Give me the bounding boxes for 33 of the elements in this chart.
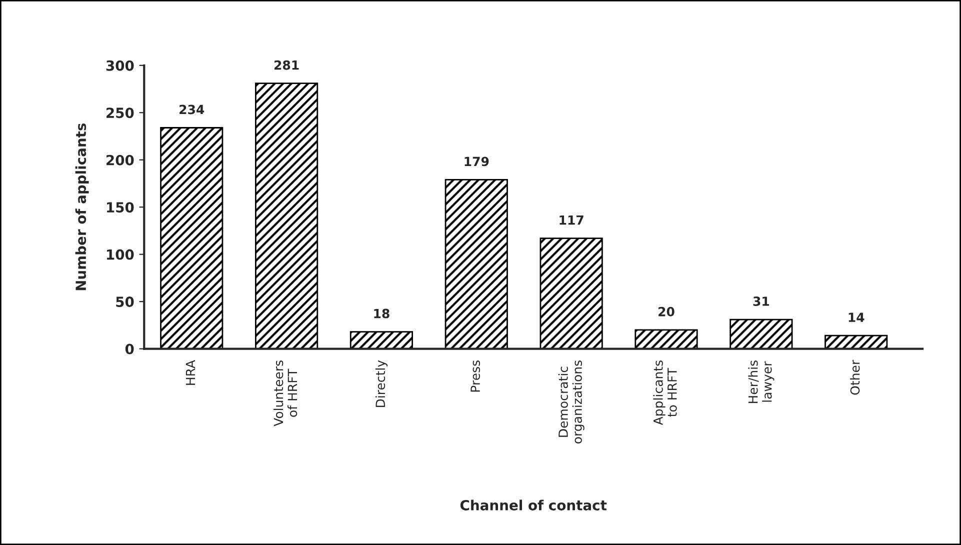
- data-label: 179: [464, 156, 489, 166]
- data-label: 117: [560, 215, 584, 225]
- x-tick-label: Directly: [375, 360, 388, 407]
- y-tick-label: 50: [116, 296, 134, 308]
- x-axis-title: Channel of contact: [460, 500, 607, 510]
- x-tick-label: Democratic organizations: [558, 360, 584, 444]
- y-tick-label: 200: [106, 154, 134, 166]
- x-tick-label: Other: [850, 360, 860, 395]
- bar: [824, 334, 888, 349]
- y-tick-label: 0: [125, 344, 134, 354]
- x-tick-label: Volunteers of HRFT: [273, 360, 298, 426]
- data-label: 20: [658, 306, 674, 316]
- y-axis-title: Number of applicants: [75, 123, 89, 290]
- bar: [254, 82, 318, 349]
- x-tick-label: Applicants to HRFT: [653, 360, 677, 426]
- data-label: 281: [274, 60, 299, 70]
- bar: [730, 318, 793, 349]
- bar: [160, 127, 224, 349]
- x-tick-label: Her/his lawyer: [748, 360, 774, 404]
- bar: [634, 329, 698, 349]
- y-tick-label: 300: [106, 60, 134, 71]
- x-tick-label: HRA: [186, 360, 196, 385]
- data-label: 18: [374, 308, 390, 318]
- y-tick-label: 150: [107, 202, 134, 213]
- x-tick-label: Press: [470, 360, 480, 392]
- y-tick-label: 250: [106, 108, 134, 118]
- bar: [350, 331, 414, 349]
- bar: [540, 238, 603, 349]
- bar: [444, 179, 508, 349]
- data-label: 14: [848, 312, 864, 322]
- data-label: 234: [180, 104, 204, 114]
- y-tick-label: 100: [107, 249, 134, 260]
- data-label: 31: [753, 296, 770, 306]
